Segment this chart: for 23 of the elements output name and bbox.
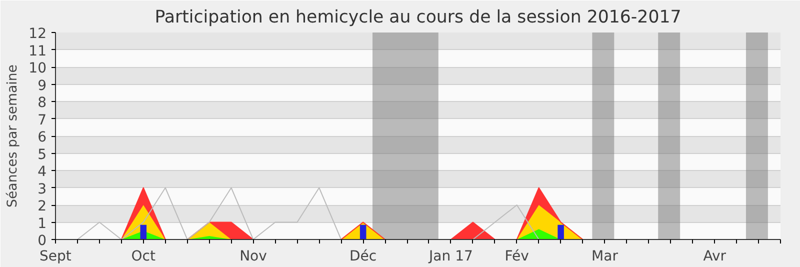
y-tick-label: 5 <box>38 146 47 163</box>
x-tick-label: Déc <box>350 248 377 264</box>
y-tick-label: 11 <box>28 43 47 60</box>
y-tick-label: 3 <box>38 181 47 198</box>
y-tick-label: 2 <box>38 198 47 214</box>
x-tick-label: Sept <box>40 248 72 264</box>
y-axis-title: Séances par semaine <box>6 64 21 208</box>
chart-title: Participation en hemicycle au cours de la session 2016-2017 <box>154 8 682 28</box>
x-tick-label: Jan 17 <box>428 248 473 264</box>
y-tick-label: 8 <box>38 95 47 111</box>
y-tick-label: 9 <box>38 78 47 94</box>
y-tick-label: 12 <box>28 26 47 42</box>
x-tick-label: Avr <box>703 248 726 264</box>
x-tick-label: Mar <box>592 248 618 264</box>
y-tick-label: 7 <box>38 112 47 128</box>
y-tick-label: 4 <box>38 164 47 180</box>
x-tick-label: Oct <box>131 248 156 264</box>
y-tick-label: 6 <box>38 130 47 146</box>
y-tick-label: 10 <box>28 60 47 76</box>
x-tick-label: Nov <box>240 248 267 264</box>
y-tick-label: 1 <box>38 216 47 232</box>
x-tick-label: Fév <box>504 248 529 264</box>
y-tick-label: 0 <box>38 233 47 249</box>
